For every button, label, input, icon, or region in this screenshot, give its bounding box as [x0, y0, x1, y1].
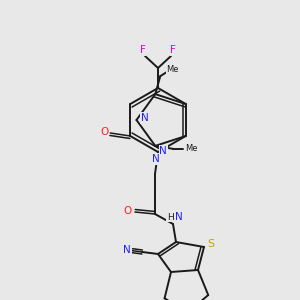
Text: N: N — [175, 212, 183, 222]
Text: H: H — [167, 212, 173, 221]
Text: O: O — [100, 127, 108, 137]
Text: S: S — [207, 239, 214, 249]
Text: F: F — [140, 45, 146, 55]
Text: N: N — [123, 245, 131, 255]
Text: N: N — [159, 146, 167, 156]
Text: N: N — [152, 154, 160, 164]
Text: Me: Me — [166, 64, 178, 74]
Text: N: N — [141, 113, 148, 123]
Text: F: F — [170, 45, 176, 55]
Text: O: O — [124, 206, 132, 216]
Text: Me: Me — [185, 144, 197, 153]
